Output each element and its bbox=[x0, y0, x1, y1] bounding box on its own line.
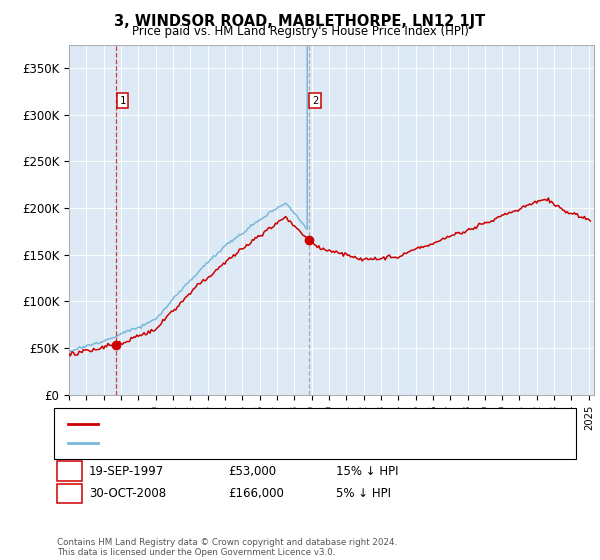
Text: 2: 2 bbox=[312, 96, 319, 106]
Text: 3, WINDSOR ROAD, MABLETHORPE, LN12 1JT (detached house): 3, WINDSOR ROAD, MABLETHORPE, LN12 1JT (… bbox=[107, 419, 454, 430]
Text: £166,000: £166,000 bbox=[228, 487, 284, 501]
Text: HPI: Average price, detached house, East Lindsey: HPI: Average price, detached house, East… bbox=[107, 437, 378, 447]
Text: 15% ↓ HPI: 15% ↓ HPI bbox=[336, 465, 398, 478]
Text: Contains HM Land Registry data © Crown copyright and database right 2024.
This d: Contains HM Land Registry data © Crown c… bbox=[57, 538, 397, 557]
Text: 5% ↓ HPI: 5% ↓ HPI bbox=[336, 487, 391, 501]
Text: 1: 1 bbox=[66, 466, 73, 477]
Text: 3, WINDSOR ROAD, MABLETHORPE, LN12 1JT: 3, WINDSOR ROAD, MABLETHORPE, LN12 1JT bbox=[115, 14, 485, 29]
Text: 19-SEP-1997: 19-SEP-1997 bbox=[89, 465, 164, 478]
Text: Price paid vs. HM Land Registry's House Price Index (HPI): Price paid vs. HM Land Registry's House … bbox=[131, 25, 469, 38]
Text: 1: 1 bbox=[119, 96, 126, 106]
Text: 30-OCT-2008: 30-OCT-2008 bbox=[89, 487, 166, 501]
Text: 2: 2 bbox=[66, 489, 73, 499]
Text: £53,000: £53,000 bbox=[228, 465, 276, 478]
